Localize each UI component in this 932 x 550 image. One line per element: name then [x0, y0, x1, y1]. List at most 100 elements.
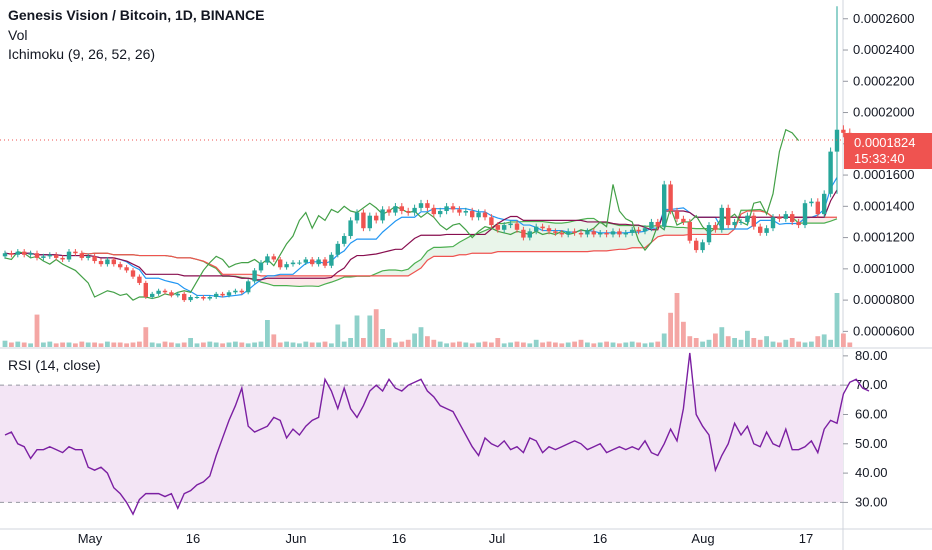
- candle-body: [546, 228, 552, 232]
- candle-body: [796, 221, 801, 226]
- candle-body: [745, 215, 750, 222]
- candle-body: [130, 270, 136, 277]
- rsi-tick-label: 40.00: [855, 465, 888, 480]
- countdown-tag: 15:33:40: [844, 149, 932, 169]
- candle-body: [34, 253, 40, 258]
- rsi-tick-label: 50.00: [855, 436, 888, 451]
- candle-body: [604, 232, 609, 235]
- volume-bar: [841, 333, 846, 347]
- ichimoku-cloud-segment: [280, 275, 287, 286]
- candle-body: [290, 262, 296, 265]
- volume-bar: [757, 339, 763, 347]
- ichimoku-legend: Ichimoku (9, 26, 52, 26): [8, 46, 156, 62]
- volume-bar: [821, 334, 827, 347]
- volume-bar: [495, 338, 501, 347]
- volume-bar: [572, 341, 577, 347]
- time-tick-label: Jul: [489, 531, 506, 546]
- candle-body: [841, 129, 846, 133]
- volume-bar: [9, 342, 14, 347]
- volume-bar: [143, 327, 149, 347]
- volume-bar: [585, 342, 590, 347]
- volume-bar: [706, 339, 712, 347]
- volume-bar: [303, 341, 309, 347]
- volume-bar: [92, 342, 97, 347]
- volume-bar: [783, 339, 789, 347]
- candle-body: [354, 212, 360, 221]
- volume-bar: [834, 293, 840, 347]
- volume-bar: [252, 342, 257, 347]
- rsi-band: [0, 385, 843, 503]
- volume-bar: [245, 343, 251, 347]
- candle-body: [783, 214, 788, 219]
- ichimoku-cloud-segment: [561, 222, 569, 252]
- candle-body: [2, 253, 8, 257]
- ichimoku-cloud-segment: [581, 218, 588, 252]
- volume-bar: [489, 342, 494, 347]
- ichimoku-cloud-segment: [824, 217, 831, 224]
- volume-bar: [802, 342, 808, 347]
- candle-body: [22, 251, 27, 255]
- volume-bar: [629, 341, 635, 347]
- ichimoku-cloud-segment: [696, 228, 703, 235]
- candle-body: [617, 231, 622, 235]
- volume-bar: [284, 341, 289, 347]
- ichimoku-cloud-segment: [664, 226, 671, 236]
- volume-bar: [425, 336, 430, 347]
- candle-body: [649, 221, 654, 229]
- candle-body: [444, 206, 449, 212]
- candle-body: [502, 225, 507, 230]
- candle-body: [137, 276, 142, 283]
- volume-bar: [98, 343, 104, 347]
- volume-bar: [540, 342, 545, 347]
- candle-body: [470, 211, 475, 218]
- volume-bar: [162, 341, 168, 347]
- volume-bar: [79, 341, 85, 347]
- candle-body: [662, 184, 667, 227]
- candle-body: [348, 220, 353, 237]
- candle-body: [418, 203, 424, 208]
- volume-bar: [335, 324, 341, 347]
- rsi-legend: RSI (14, close): [8, 357, 101, 373]
- volume-bar: [156, 343, 161, 347]
- volume-bar: [610, 342, 616, 347]
- price-tick-label: 0.0001600: [853, 167, 914, 182]
- time-tick-label: 16: [593, 531, 607, 546]
- candle-body: [156, 290, 161, 294]
- ichimoku-cloud-segment: [389, 270, 396, 276]
- volume-bar: [514, 341, 520, 347]
- ichimoku-cloud-segment: [459, 238, 466, 255]
- rsi-tick-label: 60.00: [855, 406, 888, 421]
- ichimoku-cloud-segment: [446, 246, 453, 257]
- volume-bar: [380, 329, 385, 347]
- volume-bar: [617, 343, 622, 347]
- candle-body: [482, 212, 488, 218]
- candle-body: [598, 232, 603, 235]
- volume-bar: [111, 342, 117, 347]
- ichimoku-cloud-segment: [542, 221, 549, 252]
- candle-body: [476, 212, 481, 218]
- rsi-tick-label: 80.00: [855, 348, 888, 363]
- ichimoku-cloud-segment: [817, 217, 825, 224]
- volume-bar: [2, 340, 8, 347]
- volume-bar: [463, 342, 469, 347]
- candle-body: [681, 218, 686, 222]
- candle-body: [169, 292, 174, 296]
- candle-body: [92, 256, 97, 262]
- time-tick-label: 17: [799, 531, 813, 546]
- candle-body: [655, 221, 660, 227]
- candle-body: [316, 259, 321, 265]
- candle-body: [713, 225, 718, 230]
- candle-body: [150, 293, 155, 297]
- time-tick-label: May: [78, 531, 103, 546]
- volume-bar: [847, 342, 853, 347]
- candle-body: [770, 217, 776, 229]
- candle-body: [86, 256, 91, 258]
- candle-body: [630, 229, 635, 233]
- volume-bar: [322, 341, 328, 347]
- ichimoku-cloud-segment: [645, 226, 652, 248]
- volume-bar: [149, 342, 155, 347]
- ichimoku-cloud-segment: [497, 223, 505, 252]
- volume-bar: [73, 343, 78, 347]
